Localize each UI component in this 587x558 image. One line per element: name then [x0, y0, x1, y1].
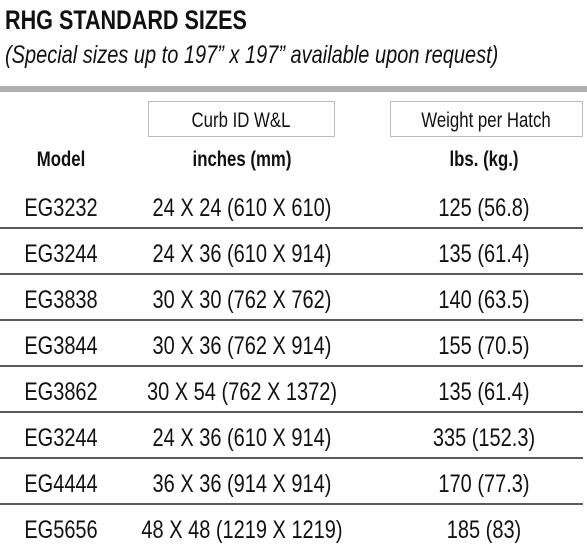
table-cell: 30 X 30 (762 X 762) [153, 286, 332, 314]
table-cell: 335 (152.3) [433, 424, 535, 452]
table-cell: 155 (70.5) [438, 332, 529, 360]
table-cell: 135 (61.4) [438, 240, 529, 268]
table-cell: EG3244 [24, 240, 97, 268]
divider-bar [0, 86, 587, 92]
table-cell: 30 X 36 (762 X 914) [153, 332, 332, 360]
table-cell: EG3244 [24, 424, 97, 452]
group-header: Weight per Hatch [421, 109, 550, 132]
table-cell: EG4444 [24, 470, 97, 498]
table-cell: 135 (61.4) [438, 378, 529, 406]
title: RHG STANDARD SIZES [5, 6, 247, 36]
table-cell: 24 X 36 (610 X 914) [153, 424, 332, 452]
table-cell: EG3232 [24, 194, 97, 222]
subtitle: (Special sizes up to 197” x 197” availab… [5, 41, 498, 69]
table-cell: 24 X 36 (610 X 914) [153, 240, 332, 268]
header-box [390, 101, 583, 137]
table-cell: 185 (83) [447, 516, 521, 544]
table-cell: 30 X 54 (762 X 1372) [147, 378, 337, 406]
table-cell: EG3844 [24, 332, 97, 360]
column-header: inches (mm) [193, 148, 292, 171]
table-cell: 125 (56.8) [438, 194, 529, 222]
table-cell: 48 X 48 (1219 X 1219) [141, 516, 342, 544]
group-header: Curb ID W&L [192, 109, 291, 132]
table-cell: EG3862 [24, 378, 97, 406]
table-cell: 170 (77.3) [438, 470, 529, 498]
column-header: lbs. (kg.) [449, 148, 518, 171]
table-cell: 36 X 36 (914 X 914) [153, 470, 332, 498]
table-cell: 24 X 24 (610 X 610) [153, 194, 332, 222]
table-cell: 140 (63.5) [438, 286, 529, 314]
table-cell: EG5656 [24, 516, 97, 544]
header-box [148, 101, 335, 137]
table-cell: EG3838 [24, 286, 97, 314]
column-header: Model [37, 148, 85, 171]
